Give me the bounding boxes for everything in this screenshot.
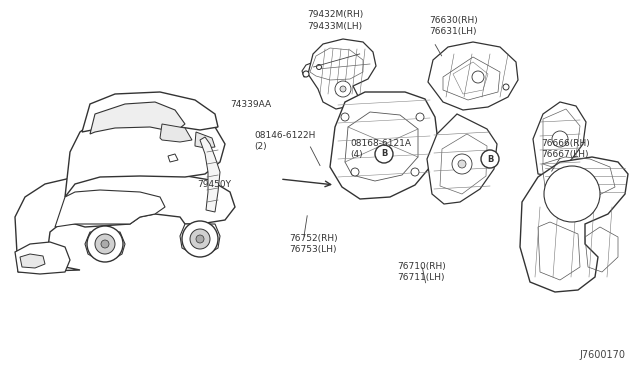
Text: 76630(RH)
76631(LH): 76630(RH) 76631(LH) [429,16,477,36]
Text: 08146-6122H
(2): 08146-6122H (2) [255,131,316,151]
Polygon shape [85,232,125,260]
Circle shape [472,71,484,83]
Circle shape [317,64,321,70]
Circle shape [452,154,472,174]
Polygon shape [308,39,376,109]
Circle shape [101,240,109,248]
Text: B: B [487,154,493,164]
Polygon shape [65,110,225,197]
Polygon shape [316,55,332,69]
Circle shape [411,168,419,176]
Polygon shape [180,224,220,254]
Polygon shape [55,190,165,227]
Text: 79432M(RH)
79433M(LH): 79432M(RH) 79433M(LH) [307,10,364,31]
Polygon shape [15,172,235,272]
Polygon shape [15,242,70,274]
Polygon shape [160,124,192,142]
Circle shape [481,150,499,168]
Circle shape [95,234,115,254]
Circle shape [87,226,123,262]
Text: J7600170: J7600170 [579,350,625,360]
Polygon shape [90,102,185,134]
Circle shape [416,113,424,121]
Circle shape [351,168,359,176]
Circle shape [552,131,568,147]
Circle shape [544,166,600,222]
Text: 76752(RH)
76753(LH): 76752(RH) 76753(LH) [289,234,338,254]
Circle shape [196,235,204,243]
Polygon shape [82,92,218,132]
Circle shape [503,84,509,90]
Circle shape [335,81,351,97]
Circle shape [303,71,309,77]
Polygon shape [428,42,518,110]
Polygon shape [195,132,215,148]
Text: B: B [381,150,387,158]
Polygon shape [302,62,316,77]
Text: 76666(RH)
76667(LH): 76666(RH) 76667(LH) [541,139,589,159]
Circle shape [340,86,346,92]
Circle shape [458,160,466,168]
Text: 08168-6121A
(4): 08168-6121A (4) [351,139,412,159]
Text: 76710(RH)
76711(LH): 76710(RH) 76711(LH) [397,262,445,282]
Circle shape [375,145,393,163]
Text: 74339AA: 74339AA [230,100,271,109]
Circle shape [190,229,210,249]
Polygon shape [168,154,178,162]
Circle shape [182,221,218,257]
Polygon shape [533,102,586,176]
Polygon shape [427,114,497,204]
Polygon shape [520,157,628,292]
Polygon shape [20,254,45,268]
Text: 79450Y: 79450Y [197,180,231,189]
Circle shape [341,113,349,121]
Polygon shape [330,92,438,199]
Polygon shape [200,137,220,212]
